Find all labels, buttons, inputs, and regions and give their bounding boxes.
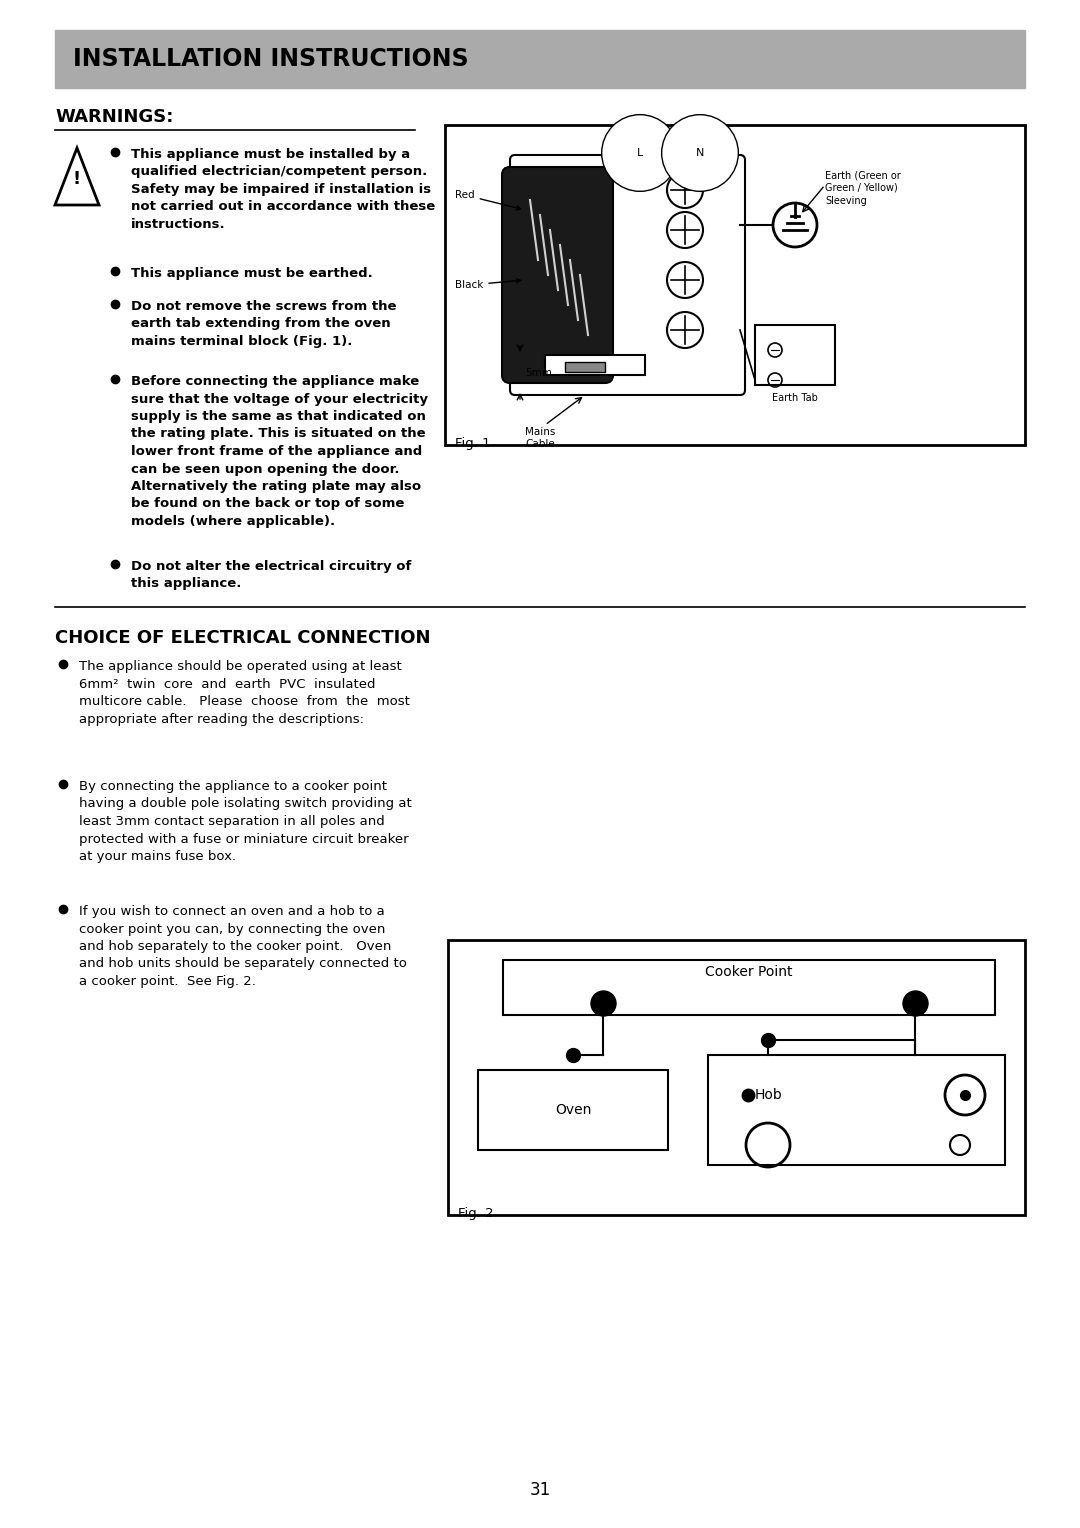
Text: INSTALLATION INSTRUCTIONS: INSTALLATION INSTRUCTIONS <box>73 47 469 70</box>
Text: Fig. 1: Fig. 1 <box>455 437 490 451</box>
Text: If you wish to connect an oven and a hob to a
cooker point you can, by connectin: If you wish to connect an oven and a hob… <box>79 905 407 989</box>
Text: L: L <box>637 148 643 157</box>
Text: This appliance must be earthed.: This appliance must be earthed. <box>131 267 373 280</box>
Text: 31: 31 <box>529 1481 551 1499</box>
Text: CHOICE OF ELECTRICAL CONNECTION: CHOICE OF ELECTRICAL CONNECTION <box>55 630 431 646</box>
Text: Hob: Hob <box>754 1088 782 1102</box>
Bar <box>445 125 1025 445</box>
Text: Red: Red <box>455 189 521 209</box>
Text: Earth (Green or
Green / Yellow)
Sleeving: Earth (Green or Green / Yellow) Sleeving <box>825 170 901 206</box>
Bar <box>755 325 835 385</box>
Text: The appliance should be operated using at least
6mm²  twin  core  and  earth  PV: The appliance should be operated using a… <box>79 660 410 726</box>
Bar <box>448 940 1025 1215</box>
Text: By connecting the appliance to a cooker point
having a double pole isolating swi: By connecting the appliance to a cooker … <box>79 779 411 863</box>
Text: Before connecting the appliance make
sure that the voltage of your electricity
s: Before connecting the appliance make sur… <box>131 374 428 529</box>
Text: This appliance must be installed by a
qualified electrician/competent person.
Sa: This appliance must be installed by a qu… <box>131 148 435 231</box>
Text: WARNINGS:: WARNINGS: <box>55 108 174 125</box>
Text: 5mm: 5mm <box>525 368 552 377</box>
Text: Earth Tab: Earth Tab <box>772 393 818 403</box>
Text: !: ! <box>73 170 81 188</box>
Text: Do not alter the electrical circuitry of
this appliance.: Do not alter the electrical circuitry of… <box>131 559 411 590</box>
Bar <box>708 1054 1005 1164</box>
Text: N: N <box>696 148 704 157</box>
Bar <box>478 1070 669 1151</box>
Bar <box>55 31 1025 89</box>
FancyBboxPatch shape <box>502 167 613 384</box>
FancyBboxPatch shape <box>510 154 745 396</box>
Text: Cooker Point: Cooker Point <box>705 966 793 979</box>
Text: Mains
Cable: Mains Cable <box>525 426 555 449</box>
Text: Oven: Oven <box>555 1103 591 1117</box>
Text: Fig. 2: Fig. 2 <box>458 1207 494 1219</box>
Text: Do not remove the screws from the
earth tab extending from the oven
mains termin: Do not remove the screws from the earth … <box>131 299 396 348</box>
Bar <box>503 960 995 1015</box>
Bar <box>565 362 605 371</box>
Text: Black: Black <box>455 278 521 290</box>
Bar <box>545 354 645 374</box>
